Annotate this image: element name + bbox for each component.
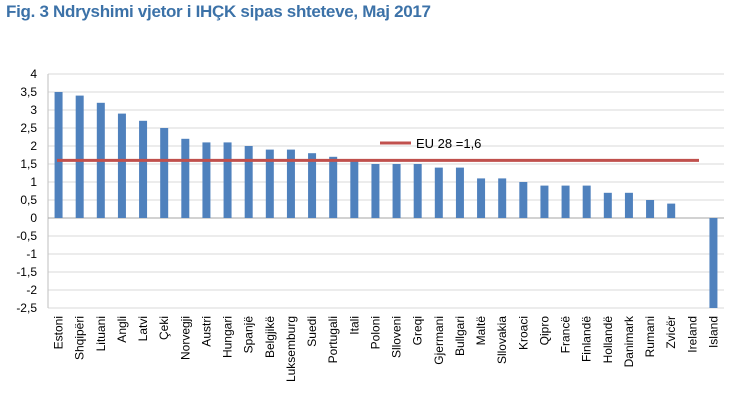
x-tick-label: Sllovakia (495, 316, 509, 364)
x-tick-label: Kroaci (516, 316, 530, 350)
x-tick-label: Island (706, 316, 720, 348)
x-tick-label: Lituani (94, 316, 108, 351)
bar (603, 192, 612, 218)
x-tick-label: Francë (559, 316, 573, 354)
x-tick-label: Belgjikë (263, 316, 277, 358)
x-tick-label: Slloveni (390, 316, 404, 358)
bar (498, 178, 507, 218)
y-tick-label: -1,5 (16, 265, 37, 279)
y-tick-label: 1 (30, 175, 37, 189)
x-tick-label: Ireland (685, 316, 699, 353)
bar (624, 192, 633, 218)
bar (350, 160, 359, 218)
x-tick-label: Finlandë (580, 316, 594, 362)
bar (646, 200, 655, 218)
x-tick-label: Rumani (643, 316, 657, 357)
bar (709, 218, 718, 308)
bar (519, 182, 528, 218)
bar (265, 149, 274, 218)
y-tick-label: -2 (26, 283, 37, 297)
x-tick-label: Latvi (136, 316, 150, 341)
x-tick-label: Hollandë (601, 316, 615, 364)
reference-line-label: EU 28 =1,6 (416, 136, 481, 151)
y-tick-label: 3 (30, 103, 37, 117)
bar (329, 156, 338, 218)
x-tick-label: Norvegji (178, 316, 192, 360)
x-tick-label: Shqipëri (73, 316, 87, 360)
y-axis-ticks: 4 3,5 3 2,5 2 1,5 1 0,5 0 -0,5 -1 -1,5 -2 -2,5 (16, 67, 37, 315)
bar (160, 128, 169, 218)
grid-lines (47, 73, 724, 309)
y-tick-label: 1,5 (20, 157, 37, 171)
bar (561, 185, 570, 218)
x-tick-label: Greqi (411, 316, 425, 345)
bar (181, 138, 190, 218)
bar (477, 178, 486, 218)
x-tick-label: Itali (347, 316, 361, 335)
x-tick-label: Spanjë (242, 316, 256, 354)
bar (117, 113, 126, 218)
x-tick-label: Zvicër (664, 316, 678, 349)
bar (75, 95, 84, 218)
x-tick-label: Çeki (157, 316, 171, 340)
bar (286, 149, 295, 218)
x-tick-label: Bullgari (453, 316, 467, 356)
x-tick-label: Poloni (368, 316, 382, 349)
x-tick-label: Austri (199, 316, 213, 347)
x-tick-label: Luksemburg (284, 316, 298, 382)
bar (582, 185, 591, 218)
bar (540, 185, 549, 218)
x-axis-ticks: Estoni Shqipëri Lituani Angli Latvi Çeki Norve… (52, 315, 721, 382)
reference-line-group: EU 28 =1,6 (57, 136, 699, 162)
bars (54, 92, 718, 308)
bar (434, 167, 443, 218)
y-tick-label: 2,5 (20, 121, 37, 135)
y-tick-label: 3,5 (20, 85, 37, 99)
x-tick-label: Suedi (305, 316, 319, 347)
bar (308, 153, 317, 218)
x-tick-label: Angli (115, 316, 129, 343)
x-tick-label: Qipro (537, 316, 551, 346)
y-tick-label: 0,5 (20, 193, 37, 207)
bar (392, 164, 401, 218)
x-tick-label: Hungari (221, 316, 235, 358)
bar (455, 167, 464, 218)
bar (202, 142, 211, 218)
bar (139, 120, 148, 218)
bar (371, 164, 380, 218)
x-tick-label: Gjermani (432, 316, 446, 365)
y-tick-label: 0 (30, 211, 37, 225)
x-tick-label: Estoni (52, 316, 66, 349)
bar (223, 142, 232, 218)
bar (54, 92, 63, 218)
x-tick-label: Danimark (622, 315, 636, 367)
figure-title: Fig. 3 Ndryshimi vjetor i IHÇK sipas sht… (6, 2, 431, 21)
y-tick-label: -1 (26, 247, 37, 261)
y-tick-label: 4 (30, 67, 37, 81)
x-tick-label: Portugali (326, 316, 340, 363)
y-tick-label: -2,5 (16, 301, 37, 315)
y-tick-label: 2 (30, 139, 37, 153)
bar (413, 164, 422, 218)
y-tick-label: -0,5 (16, 229, 37, 243)
bar (244, 146, 253, 218)
bar (667, 203, 676, 218)
x-tick-label: Maltë (474, 316, 488, 346)
